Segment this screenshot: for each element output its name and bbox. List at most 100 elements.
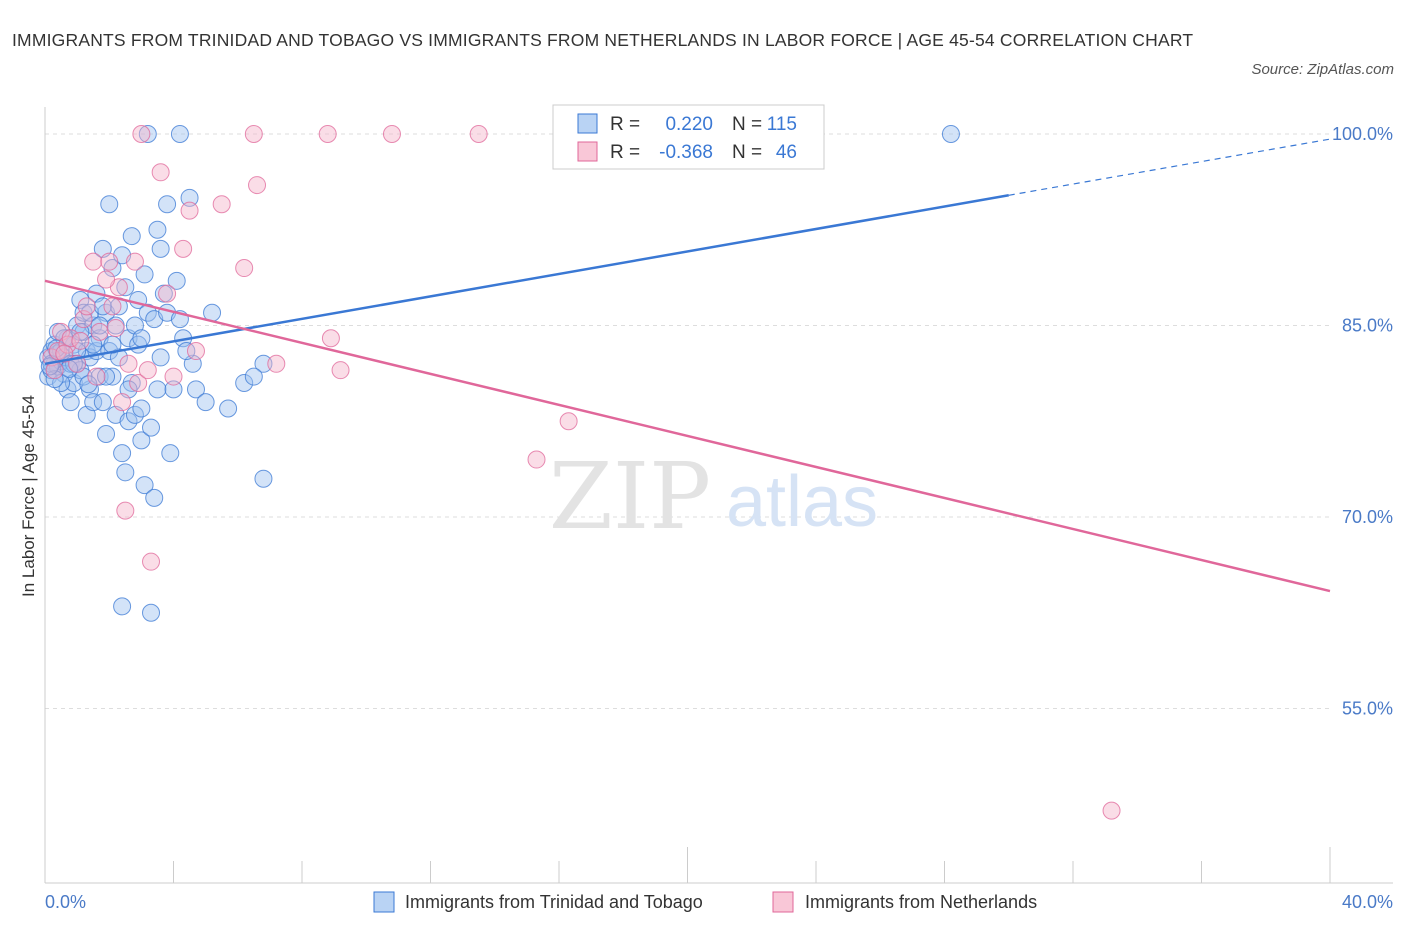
netherlands-point (103, 297, 122, 316)
netherlands-point (174, 239, 193, 258)
netherlands-point (142, 552, 161, 571)
netherlands-point (71, 331, 90, 350)
watermark-zip: ZIP (549, 443, 711, 550)
netherlands-point (331, 361, 350, 380)
netherlands-point (469, 125, 488, 143)
trinidad-point (97, 367, 116, 386)
trinidad-point (941, 125, 960, 143)
netherlands-point (151, 163, 170, 182)
netherlands-point (87, 367, 106, 386)
grid-lines (45, 133, 1330, 709)
trinidad-point (151, 239, 170, 258)
netherlands-point (559, 412, 578, 431)
netherlands-point (212, 195, 231, 214)
trinidad-point (235, 373, 254, 392)
trinidad-point (135, 265, 154, 284)
trinidad-point (196, 393, 215, 412)
netherlands-point (382, 125, 401, 143)
netherlands-point (125, 252, 144, 271)
trinidad-point (180, 188, 199, 207)
trinidad-point (119, 412, 138, 431)
trinidad-point (164, 380, 183, 399)
y-tick-label: 55.0% (1342, 699, 1393, 719)
trinidad-point (186, 380, 205, 399)
trinidad-point (244, 367, 263, 386)
trinidad-point (219, 399, 238, 418)
legend-swatch-blue (577, 113, 598, 134)
trinidad-point (148, 380, 167, 399)
trinidad-point (254, 354, 273, 373)
trinidad-trend-line (44, 194, 1009, 366)
trinidad-point (145, 488, 164, 507)
netherlands-point (164, 367, 183, 386)
trinidad-point (161, 444, 180, 463)
x-tick-label: 0.0% (45, 892, 86, 912)
trinidad-point (97, 425, 116, 444)
legend-stats-frame (552, 104, 825, 170)
legend-swatch-pink (577, 141, 598, 162)
netherlands-point (527, 450, 546, 469)
trinidad-point (93, 297, 112, 316)
netherlands-point (113, 393, 132, 412)
legend-r-label: R = (610, 142, 640, 163)
legend-n-label: N = (732, 142, 762, 163)
netherlands-point (180, 201, 199, 220)
netherlands-point (55, 344, 74, 363)
legend-stats-box: R = 0.220 N = 115 R = -0.368 N = 46 (552, 104, 825, 170)
y-tick-label: 70.0% (1342, 507, 1393, 527)
netherlands-point (106, 319, 125, 338)
trinidad-trend-line-extension (1008, 138, 1331, 196)
legend-swatch-trinidad (373, 891, 395, 913)
trinidad-point (113, 597, 132, 616)
legend-r-value: 0.220 (665, 114, 713, 135)
trinidad-point (132, 431, 151, 450)
trinidad-point (100, 195, 119, 214)
legend-label-netherlands: Immigrants from Netherlands (805, 892, 1037, 912)
trinidad-point (125, 405, 144, 424)
trinidad-point (84, 393, 103, 412)
legend-label-trinidad: Immigrants from Trinidad and Tobago (405, 892, 703, 912)
netherlands-point (186, 342, 205, 361)
trinidad-point (138, 303, 157, 322)
data-points (39, 125, 1121, 820)
y-tick-label: 100.0% (1332, 124, 1393, 144)
axes (44, 107, 1393, 884)
tick-labels: 100.0% 85.0% 70.0% 55.0% 0.0% 40.0% (45, 124, 1393, 912)
netherlands-point (97, 270, 116, 289)
trend-lines (44, 138, 1331, 593)
netherlands-point (248, 176, 267, 195)
x-tick-label: 40.0% (1342, 892, 1393, 912)
netherlands-point (1102, 801, 1121, 820)
trinidad-point (93, 393, 112, 412)
netherlands-point (84, 252, 103, 271)
trinidad-point (148, 220, 167, 239)
trinidad-point (122, 227, 141, 246)
trinidad-point (135, 476, 154, 495)
y-tick-label: 85.0% (1342, 316, 1393, 336)
chart-title: IMMIGRANTS FROM TRINIDAD AND TOBAGO VS I… (12, 30, 1194, 50)
legend-swatch-netherlands (772, 891, 794, 913)
netherlands-trend-line (44, 279, 1331, 593)
netherlands-point (235, 259, 254, 278)
y-axis-label: In Labor Force | Age 45-54 (19, 395, 38, 597)
trinidad-point (158, 195, 177, 214)
netherlands-point (116, 501, 135, 520)
source-label: Source: ZipAtlas.com (1251, 61, 1394, 78)
trinidad-point (151, 348, 170, 367)
trinidad-point (142, 418, 161, 437)
netherlands-point (318, 125, 337, 143)
trinidad-point (116, 463, 135, 482)
watermark-atlas: atlas (726, 462, 878, 542)
series-legend: Immigrants from Trinidad and Tobago Immi… (373, 891, 1037, 913)
trinidad-point (170, 125, 189, 143)
netherlands-point (100, 252, 119, 271)
trinidad-point (132, 399, 151, 418)
legend-n-value: 46 (776, 142, 797, 163)
netherlands-point (138, 361, 157, 380)
netherlands-point (129, 373, 148, 392)
trinidad-point (138, 125, 157, 143)
netherlands-point (158, 284, 177, 303)
netherlands-point (90, 322, 109, 341)
watermark: ZIP atlas (549, 443, 878, 550)
